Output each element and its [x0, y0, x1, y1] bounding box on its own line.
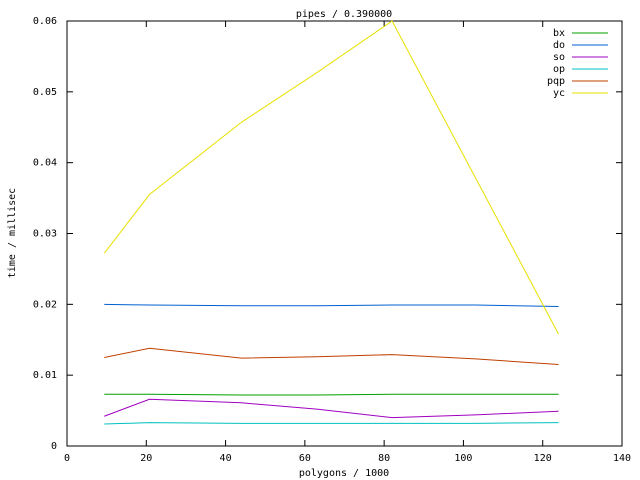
series-line [104, 393, 559, 396]
chart-title: pipes / 0.390000 [296, 9, 392, 20]
legend-label: so [553, 52, 565, 63]
x-tick-label: 20 [140, 453, 152, 464]
y-tick-label: 0.06 [33, 16, 57, 27]
x-tick-label: 60 [299, 453, 311, 464]
legend-label: bx [553, 28, 565, 39]
x-tick-label: 140 [613, 453, 631, 464]
y-tick-label: 0.02 [33, 299, 57, 310]
series-line [103, 20, 560, 335]
x-tick-label: 0 [64, 453, 70, 464]
x-axis-label: polygons / 1000 [299, 468, 389, 479]
series-line [104, 303, 559, 307]
legend-label: op [553, 64, 565, 75]
y-tick-label: 0.01 [33, 370, 57, 381]
y-tick-label: 0 [51, 441, 57, 452]
series-line [104, 398, 559, 419]
legend-label: do [553, 40, 565, 51]
x-tick-label: 80 [378, 453, 390, 464]
series-line [104, 422, 559, 425]
x-tick-label: 120 [534, 453, 552, 464]
y-tick-label: 0.03 [33, 229, 57, 240]
y-tick-label: 0.04 [33, 158, 57, 169]
legend-label: yc [553, 88, 565, 99]
y-axis-label: time / millisec [7, 188, 18, 278]
x-tick-label: 40 [220, 453, 232, 464]
series-line [104, 347, 559, 366]
y-tick-label: 0.05 [33, 87, 57, 98]
x-tick-label: 100 [454, 453, 472, 464]
legend-label: pqp [547, 76, 565, 87]
